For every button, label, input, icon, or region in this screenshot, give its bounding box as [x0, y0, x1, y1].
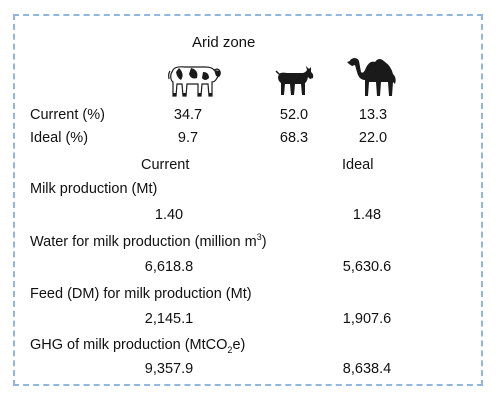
ghg-ideal: 8,638.4: [342, 361, 392, 377]
panel-title: Arid zone: [192, 34, 256, 51]
ghg-label-end: e): [232, 337, 246, 353]
milk-production-current: 1.40: [154, 207, 184, 223]
row-current-goat-value: 52.0: [279, 107, 309, 123]
milk-production-ideal: 1.48: [352, 207, 382, 223]
water-label-main: Water for milk production (million m: [30, 234, 257, 250]
feed-label: Feed (DM) for milk production (Mt): [30, 286, 252, 302]
feed-current: 2,145.1: [144, 311, 194, 327]
row-ideal-camel-value: 22.0: [358, 130, 388, 146]
water-label-superscript: 3: [256, 232, 262, 243]
water-ideal: 5,630.6: [342, 259, 392, 275]
water-label: Water for milk production (million m3): [30, 233, 267, 251]
row-current-cow-value: 34.7: [173, 107, 203, 123]
water-current: 6,618.8: [144, 259, 194, 275]
ghg-label-subscript: 2: [227, 344, 233, 355]
row-ideal-label: Ideal (%): [30, 130, 89, 146]
camel-icon: [347, 58, 396, 96]
ghg-current: 9,357.9: [144, 361, 194, 377]
row-ideal-cow-value: 9.7: [177, 130, 199, 146]
goat-icon: [275, 66, 314, 95]
feed-ideal: 1,907.6: [342, 311, 392, 327]
arid-zone-panel: Arid zone Current (%) 34.7 52.0 13.3 Ide…: [13, 14, 483, 386]
water-label-end: ): [261, 234, 267, 250]
milk-production-label: Milk production (Mt): [30, 181, 158, 197]
column-header-current: Current: [141, 157, 190, 173]
ghg-label: GHG of milk production (MtCO2e): [30, 336, 245, 354]
row-current-camel-value: 13.3: [358, 107, 388, 123]
cow-icon: [168, 66, 221, 97]
column-header-ideal: Ideal: [342, 157, 374, 173]
ghg-label-main: GHG of milk production (MtCO: [30, 337, 228, 353]
row-ideal-goat-value: 68.3: [279, 130, 309, 146]
row-current-label: Current (%): [30, 107, 105, 123]
